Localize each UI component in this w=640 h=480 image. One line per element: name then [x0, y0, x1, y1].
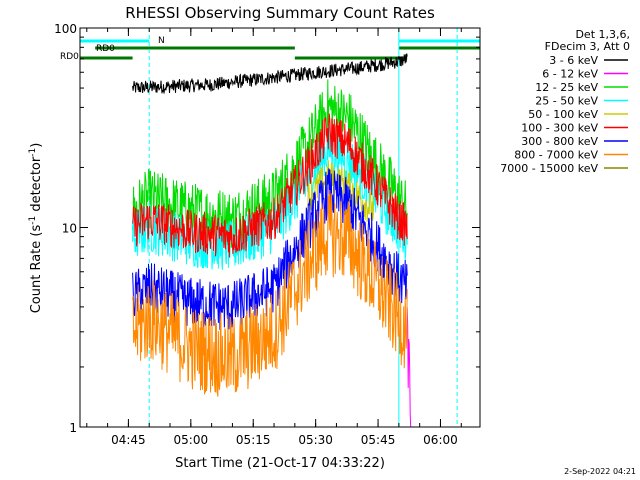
x-tick-label: 05:00 — [174, 433, 209, 447]
legend-entry-label: 25 - 50 keV — [535, 95, 598, 108]
legend-entry-label: 7000 - 15000 keV — [500, 162, 598, 175]
x-tick-label: 06:00 — [423, 433, 458, 447]
annotation-rd0-lower: RD0 — [60, 52, 79, 62]
legend-header-detectors: Det 1,3,6, — [575, 28, 630, 41]
x-tick-label: 04:45 — [111, 433, 146, 447]
series-line-1 — [406, 307, 412, 428]
x-tick-label: 05:45 — [361, 433, 396, 447]
series-line-5 — [132, 113, 408, 258]
footer-date: 2-Sep-2022 04:21 — [564, 467, 636, 476]
annotation-n: N — [158, 36, 165, 46]
legend-header-fdecim: FDecim 3, Att 0 — [545, 40, 630, 53]
annotation-rd0-upper: RD0 — [96, 44, 115, 54]
legend-entry-label: 300 - 800 keV — [521, 135, 598, 148]
x-axis-ticks: 04:45 05:00 05:15 05:30 05:45 06:00 — [86, 28, 462, 447]
y-axis-ticks: 1 10 100 — [54, 22, 480, 435]
legend-entry-label: 800 - 7000 keV — [514, 149, 598, 162]
series-line-6 — [132, 168, 408, 331]
legend-entry-label: 6 - 12 keV — [542, 68, 598, 81]
x-tick-label: 05:15 — [236, 433, 271, 447]
legend-entry-label: 50 - 100 keV — [528, 108, 598, 121]
legend-entry-label: 100 - 300 keV — [521, 122, 598, 135]
series-group — [132, 53, 412, 428]
series-line-0 — [132, 53, 408, 94]
legend-entry-label: 3 - 6 keV — [549, 54, 598, 67]
series-line-7 — [132, 189, 408, 397]
legend-entry-label: 12 - 25 keV — [535, 81, 598, 94]
y-tick-label: 10 — [62, 222, 77, 236]
chart-title: RHESSI Observing Summary Count Rates — [125, 4, 435, 22]
y-axis-label: Count Rate (s-1 detector-1) — [28, 143, 44, 314]
x-axis-label: Start Time (21-Oct-17 04:33:22) — [175, 456, 385, 471]
y-tick-label: 1 — [69, 421, 77, 435]
x-tick-label: 05:30 — [298, 433, 333, 447]
status-bands — [80, 39, 480, 60]
y-tick-label: 100 — [54, 22, 77, 36]
